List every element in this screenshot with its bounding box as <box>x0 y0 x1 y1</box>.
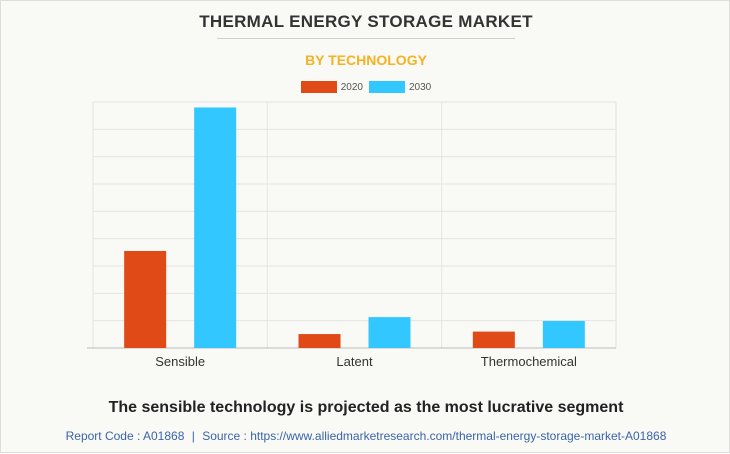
legend-label-2020: 2020 <box>340 81 363 93</box>
grid-lines <box>87 101 617 349</box>
bar-latent-2020[interactable] <box>298 334 341 348</box>
x-axis: Sensible Latent Thermochemical <box>155 354 577 369</box>
bar-sensible-2020[interactable] <box>124 250 167 348</box>
chart-title: THERMAL ENERGY STORAGE MARKET <box>199 12 533 31</box>
report-code: Report Code : A01868 <box>65 429 185 443</box>
bar-thermochemical-2030[interactable] <box>542 320 585 348</box>
x-tick-label-sensible: Sensible <box>155 354 205 369</box>
chart-subtitle: BY TECHNOLOGY <box>305 52 427 68</box>
legend-swatch-2020 <box>300 81 337 93</box>
x-tick-label-thermochemical: Thermochemical <box>481 354 577 369</box>
bars <box>124 107 585 348</box>
legend-item-2030[interactable]: 2030 <box>369 81 431 93</box>
legend-item-2020[interactable]: 2020 <box>300 81 363 93</box>
source-link[interactable]: Source : https://www.alliedmarketresearc… <box>202 429 667 443</box>
footer-separator: | <box>191 429 195 443</box>
title-divider <box>217 38 515 39</box>
x-tick-label-latent: Latent <box>336 354 373 369</box>
bar-latent-2030[interactable] <box>368 317 411 348</box>
source-footer: Report Code : A01868 | Source : https://… <box>1 429 730 443</box>
bar-sensible-2030[interactable] <box>194 107 237 348</box>
chart-legend: 2020 2030 <box>1 81 730 93</box>
summary-headline: The sensible technology is projected as … <box>108 399 624 416</box>
bar-thermochemical-2020[interactable] <box>472 331 515 348</box>
legend-label-2030: 2030 <box>409 81 432 93</box>
legend-swatch-2030 <box>369 81 405 93</box>
